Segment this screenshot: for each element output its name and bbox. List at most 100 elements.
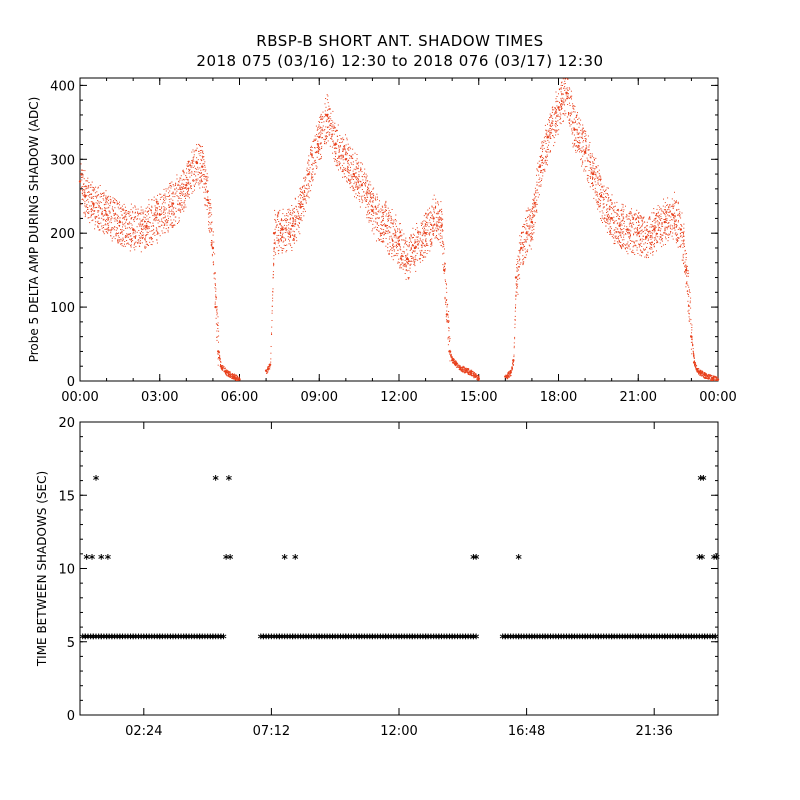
amp-point <box>90 215 92 217</box>
amp-point <box>557 120 559 122</box>
amp-point <box>533 198 535 200</box>
amp-point <box>92 213 94 215</box>
amp-point <box>169 185 171 187</box>
amp-point <box>516 259 518 260</box>
amp-point <box>344 146 346 148</box>
amp-point <box>430 228 431 230</box>
amp-point <box>424 223 426 225</box>
amp-point <box>132 233 134 235</box>
amp-point <box>210 223 212 225</box>
amp-point <box>177 203 179 205</box>
amp-point <box>414 265 416 267</box>
amp-point <box>577 119 579 120</box>
amp-point <box>548 119 550 121</box>
amp-point <box>293 218 294 220</box>
amp-point <box>549 135 551 137</box>
amp-point <box>355 182 357 184</box>
amp-point <box>449 336 451 338</box>
amp-point <box>142 213 144 215</box>
amp-point <box>533 224 535 226</box>
amp-point <box>607 218 609 220</box>
amp-point <box>290 234 292 236</box>
amp-point <box>414 239 416 241</box>
amp-point <box>321 122 323 123</box>
amp-point <box>142 223 144 225</box>
amp-point <box>392 243 394 245</box>
amp-point <box>144 247 146 249</box>
amp-point <box>181 204 183 206</box>
amp-point <box>579 136 581 138</box>
amp-point <box>542 161 544 163</box>
amp-point <box>450 355 452 357</box>
amp-point <box>413 245 415 247</box>
amp-point <box>300 191 301 193</box>
amp-point <box>375 213 377 215</box>
amp-point <box>555 101 557 103</box>
amp-point <box>531 236 533 238</box>
amp-point <box>328 120 330 122</box>
amp-point <box>584 151 586 153</box>
amp-point <box>122 223 124 225</box>
amp-point <box>142 226 144 228</box>
amp-point <box>164 223 166 225</box>
amp-point <box>507 373 509 375</box>
amp-point <box>380 221 382 223</box>
amp-point <box>173 214 175 216</box>
amp-point <box>325 136 327 138</box>
amp-point <box>469 371 471 373</box>
amp-point <box>367 180 369 182</box>
amp-point <box>176 178 178 180</box>
amp-point <box>80 173 82 175</box>
amp-point <box>596 167 598 169</box>
amp-point <box>444 279 446 281</box>
amp-point <box>273 248 275 250</box>
amp-point <box>148 237 150 239</box>
amp-point <box>164 232 166 234</box>
amp-point <box>299 233 301 235</box>
amp-point <box>306 169 308 171</box>
amp-point <box>279 230 281 231</box>
amp-point <box>511 366 513 368</box>
amp-point <box>588 154 590 156</box>
amp-point <box>186 188 188 190</box>
amp-point <box>325 143 327 145</box>
amp-point <box>531 235 532 237</box>
amp-point <box>609 209 610 211</box>
amp-point <box>156 210 158 212</box>
amp-point <box>449 349 451 351</box>
amp-point <box>301 220 303 222</box>
amp-point <box>138 230 140 231</box>
amp-point <box>168 211 170 213</box>
amp-point <box>284 228 286 229</box>
amp-point <box>420 231 422 233</box>
amp-point <box>311 168 313 170</box>
amp-point <box>367 189 368 191</box>
amp-point <box>358 161 360 163</box>
amp-point <box>323 121 325 123</box>
amp-point <box>599 196 601 198</box>
amp-point <box>398 237 400 239</box>
amp-point <box>610 217 612 218</box>
amp-point <box>221 366 223 368</box>
amp-point <box>84 205 86 207</box>
amp-point <box>298 231 300 233</box>
amp-point <box>559 102 560 104</box>
amp-point <box>414 240 416 242</box>
amp-point <box>318 143 320 145</box>
amp-point <box>331 138 333 140</box>
amp-point <box>273 265 275 267</box>
amp-point <box>318 133 320 135</box>
amp-point <box>334 127 336 129</box>
amp-point <box>318 124 320 126</box>
amp-point <box>350 182 352 184</box>
amp-point <box>114 198 116 200</box>
amp-point <box>533 202 535 204</box>
amp-point <box>268 365 270 367</box>
amp-point <box>426 215 428 217</box>
amp-point <box>355 166 357 168</box>
amp-point <box>144 217 146 219</box>
amp-point <box>86 188 88 190</box>
amp-point <box>582 155 584 157</box>
amp-point <box>454 360 456 362</box>
amp-point <box>442 242 444 244</box>
